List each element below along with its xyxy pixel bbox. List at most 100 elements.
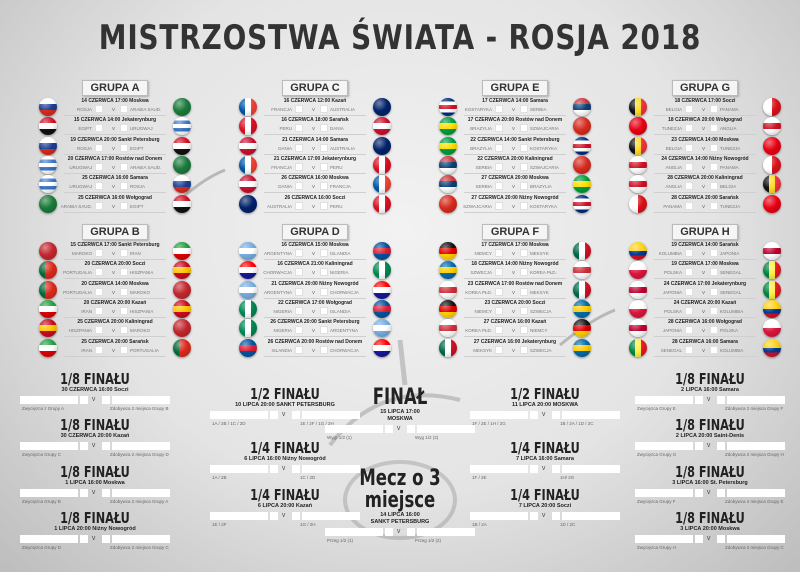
away-score-input[interactable]	[520, 182, 528, 191]
away-score-input[interactable]	[710, 287, 718, 296]
home-score-input[interactable]	[495, 306, 503, 315]
away-team-input[interactable]	[302, 512, 360, 520]
away-score-input[interactable]	[710, 162, 718, 171]
home-team-input[interactable]	[325, 425, 383, 433]
home-team-input[interactable]	[20, 535, 78, 543]
away-score-input[interactable]	[120, 306, 128, 315]
away-score-input[interactable]	[320, 124, 328, 133]
home-team-input[interactable]	[635, 535, 693, 543]
home-score-input[interactable]	[495, 124, 503, 133]
away-team-input[interactable]	[727, 535, 785, 543]
away-score-input[interactable]	[710, 345, 718, 354]
home-score-input[interactable]	[295, 287, 303, 296]
away-score-input[interactable]	[320, 287, 328, 296]
home-score-input[interactable]	[95, 162, 103, 171]
away-score-input[interactable]	[520, 143, 528, 152]
away-score-input[interactable]	[520, 162, 528, 171]
away-team-input[interactable]	[417, 528, 475, 536]
home-team-input[interactable]	[635, 489, 693, 497]
away-score-input[interactable]	[710, 143, 718, 152]
home-score-input[interactable]	[95, 345, 103, 354]
home-score-input[interactable]	[295, 326, 303, 335]
home-score-input[interactable]	[685, 182, 693, 191]
home-score-input[interactable]	[270, 411, 278, 419]
home-score-input[interactable]	[495, 105, 503, 113]
away-score-input[interactable]	[102, 396, 110, 404]
away-score-input[interactable]	[120, 143, 128, 152]
away-team-input[interactable]	[727, 396, 785, 404]
home-score-input[interactable]	[385, 528, 393, 536]
home-team-input[interactable]	[470, 465, 528, 473]
home-score-input[interactable]	[685, 268, 693, 277]
home-score-input[interactable]	[495, 201, 503, 210]
away-score-input[interactable]	[710, 326, 718, 335]
home-team-input[interactable]	[20, 442, 78, 450]
home-score-input[interactable]	[530, 465, 538, 473]
away-team-input[interactable]	[302, 411, 360, 419]
home-score-input[interactable]	[685, 287, 693, 296]
home-score-input[interactable]	[695, 396, 703, 404]
home-score-input[interactable]	[685, 124, 693, 133]
home-score-input[interactable]	[80, 442, 88, 450]
home-team-input[interactable]	[210, 512, 268, 520]
home-score-input[interactable]	[80, 489, 88, 497]
away-score-input[interactable]	[717, 442, 725, 450]
away-score-input[interactable]	[320, 143, 328, 152]
away-score-input[interactable]	[320, 249, 328, 257]
away-score-input[interactable]	[320, 306, 328, 315]
home-team-input[interactable]	[325, 528, 383, 536]
away-team-input[interactable]	[727, 489, 785, 497]
home-score-input[interactable]	[495, 249, 503, 257]
home-score-input[interactable]	[685, 105, 693, 113]
away-score-input[interactable]	[120, 287, 128, 296]
home-score-input[interactable]	[685, 201, 693, 210]
away-score-input[interactable]	[292, 512, 300, 520]
home-score-input[interactable]	[295, 306, 303, 315]
away-team-input[interactable]	[112, 396, 170, 404]
away-score-input[interactable]	[292, 465, 300, 473]
home-score-input[interactable]	[685, 162, 693, 171]
away-score-input[interactable]	[320, 345, 328, 354]
home-score-input[interactable]	[495, 182, 503, 191]
home-score-input[interactable]	[695, 535, 703, 543]
home-score-input[interactable]	[80, 535, 88, 543]
home-score-input[interactable]	[695, 442, 703, 450]
away-score-input[interactable]	[120, 249, 128, 257]
home-score-input[interactable]	[495, 143, 503, 152]
home-score-input[interactable]	[495, 268, 503, 277]
home-score-input[interactable]	[95, 182, 103, 191]
away-score-input[interactable]	[320, 268, 328, 277]
home-score-input[interactable]	[95, 326, 103, 335]
home-score-input[interactable]	[95, 124, 103, 133]
home-score-input[interactable]	[695, 489, 703, 497]
away-score-input[interactable]	[520, 268, 528, 277]
away-team-input[interactable]	[302, 465, 360, 473]
home-score-input[interactable]	[685, 306, 693, 315]
away-score-input[interactable]	[407, 528, 415, 536]
away-score-input[interactable]	[520, 306, 528, 315]
home-score-input[interactable]	[295, 162, 303, 171]
away-score-input[interactable]	[552, 512, 560, 520]
away-score-input[interactable]	[120, 182, 128, 191]
home-score-input[interactable]	[530, 411, 538, 419]
home-score-input[interactable]	[95, 306, 103, 315]
home-score-input[interactable]	[295, 105, 303, 113]
away-score-input[interactable]	[520, 124, 528, 133]
home-score-input[interactable]	[495, 345, 503, 354]
away-score-input[interactable]	[102, 535, 110, 543]
away-score-input[interactable]	[120, 345, 128, 354]
away-score-input[interactable]	[710, 182, 718, 191]
home-score-input[interactable]	[270, 512, 278, 520]
away-score-input[interactable]	[710, 201, 718, 210]
home-score-input[interactable]	[95, 105, 103, 113]
away-score-input[interactable]	[320, 105, 328, 113]
home-score-input[interactable]	[295, 268, 303, 277]
home-team-input[interactable]	[635, 396, 693, 404]
home-team-input[interactable]	[20, 489, 78, 497]
away-score-input[interactable]	[320, 201, 328, 210]
away-score-input[interactable]	[120, 162, 128, 171]
home-score-input[interactable]	[295, 249, 303, 257]
home-score-input[interactable]	[495, 326, 503, 335]
away-score-input[interactable]	[710, 268, 718, 277]
away-score-input[interactable]	[102, 442, 110, 450]
